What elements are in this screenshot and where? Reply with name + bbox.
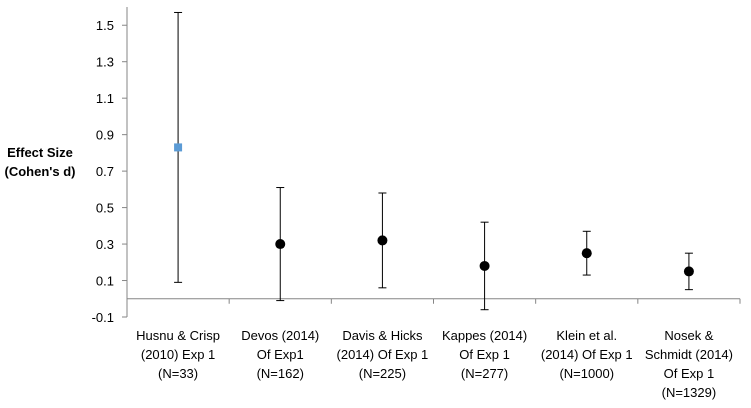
x-category-label-line: Davis & Hicks: [342, 328, 423, 343]
x-category-label-line: Of Exp 1: [459, 347, 510, 362]
y-tick-label: 0.5: [96, 201, 114, 216]
y-tick-label: 1.1: [96, 91, 114, 106]
data-point-circle: [377, 235, 388, 246]
y-tick-label: -0.1: [92, 310, 114, 325]
x-category-label-line: (N=225): [359, 366, 406, 381]
x-category-label-line: (2010) Exp 1: [141, 347, 215, 362]
x-category-label-line: Of Exp1: [257, 347, 304, 362]
x-category-label-line: Husnu & Crisp: [136, 328, 220, 343]
axes: [126, 7, 741, 317]
x-category-label-line: Devos (2014): [241, 328, 319, 343]
x-category-label: Devos (2014) Of Exp1 (N=162): [241, 328, 319, 381]
x-category-label-line: Klein et al.: [556, 328, 617, 343]
data-point-square: [174, 143, 183, 152]
y-ticks: -0.1 0.1 0.3 0.5 0.7 0.9 1.1 1.3 1.5: [92, 18, 127, 325]
x-categories: Husnu & Crisp (2010) Exp 1 (N=33) Devos (20…: [136, 328, 733, 400]
x-category-label-line: (N=1329): [662, 385, 717, 400]
x-category-label-line: Schmidt (2014): [645, 347, 733, 362]
x-category-label-line: (2014) Of Exp 1: [541, 347, 633, 362]
y-axis-title: Effect Size (Cohen's d): [0, 143, 80, 181]
y-tick-label: 1.5: [96, 18, 114, 33]
x-category-label-line: (N=277): [461, 366, 508, 381]
y-tick-label: 0.3: [96, 237, 114, 252]
data-point-circle: [683, 266, 694, 277]
x-category-label: Davis & Hicks (2014) Of Exp 1 (N=225): [337, 328, 429, 381]
x-category-label: Klein et al. (2014) Of Exp 1 (N=1000): [541, 328, 633, 381]
data-point-circle: [479, 260, 490, 271]
y-axis-title-line-1: Effect Size: [7, 145, 73, 160]
y-tick-label: 0.9: [96, 128, 114, 143]
x-category-label-line: Of Exp 1: [664, 366, 715, 381]
y-tick-label: 0.7: [96, 164, 114, 179]
x-category-label-line: (2014) Of Exp 1: [337, 347, 429, 362]
data-point-circle: [275, 239, 286, 250]
data-marks: [174, 11, 694, 311]
x-category-label-line: Nosek &: [664, 328, 713, 343]
x-category-label-line: (N=162): [257, 366, 304, 381]
x-category-label-line: (N=1000): [559, 366, 614, 381]
x-category-label-line: (N=33): [158, 366, 198, 381]
x-category-label: Kappes (2014) Of Exp 1 (N=277): [442, 328, 527, 381]
y-axis-title-line-2: (Cohen's d): [4, 164, 76, 179]
data-point-circle: [581, 248, 592, 259]
y-tick-label: 1.3: [96, 55, 114, 70]
x-category-label-line: Kappes (2014): [442, 328, 527, 343]
x-category-label: Husnu & Crisp (2010) Exp 1 (N=33): [136, 328, 220, 381]
x-category-label: Nosek & Schmidt (2014) Of Exp 1 (N=1329): [645, 328, 733, 400]
y-tick-label: 0.1: [96, 274, 114, 289]
